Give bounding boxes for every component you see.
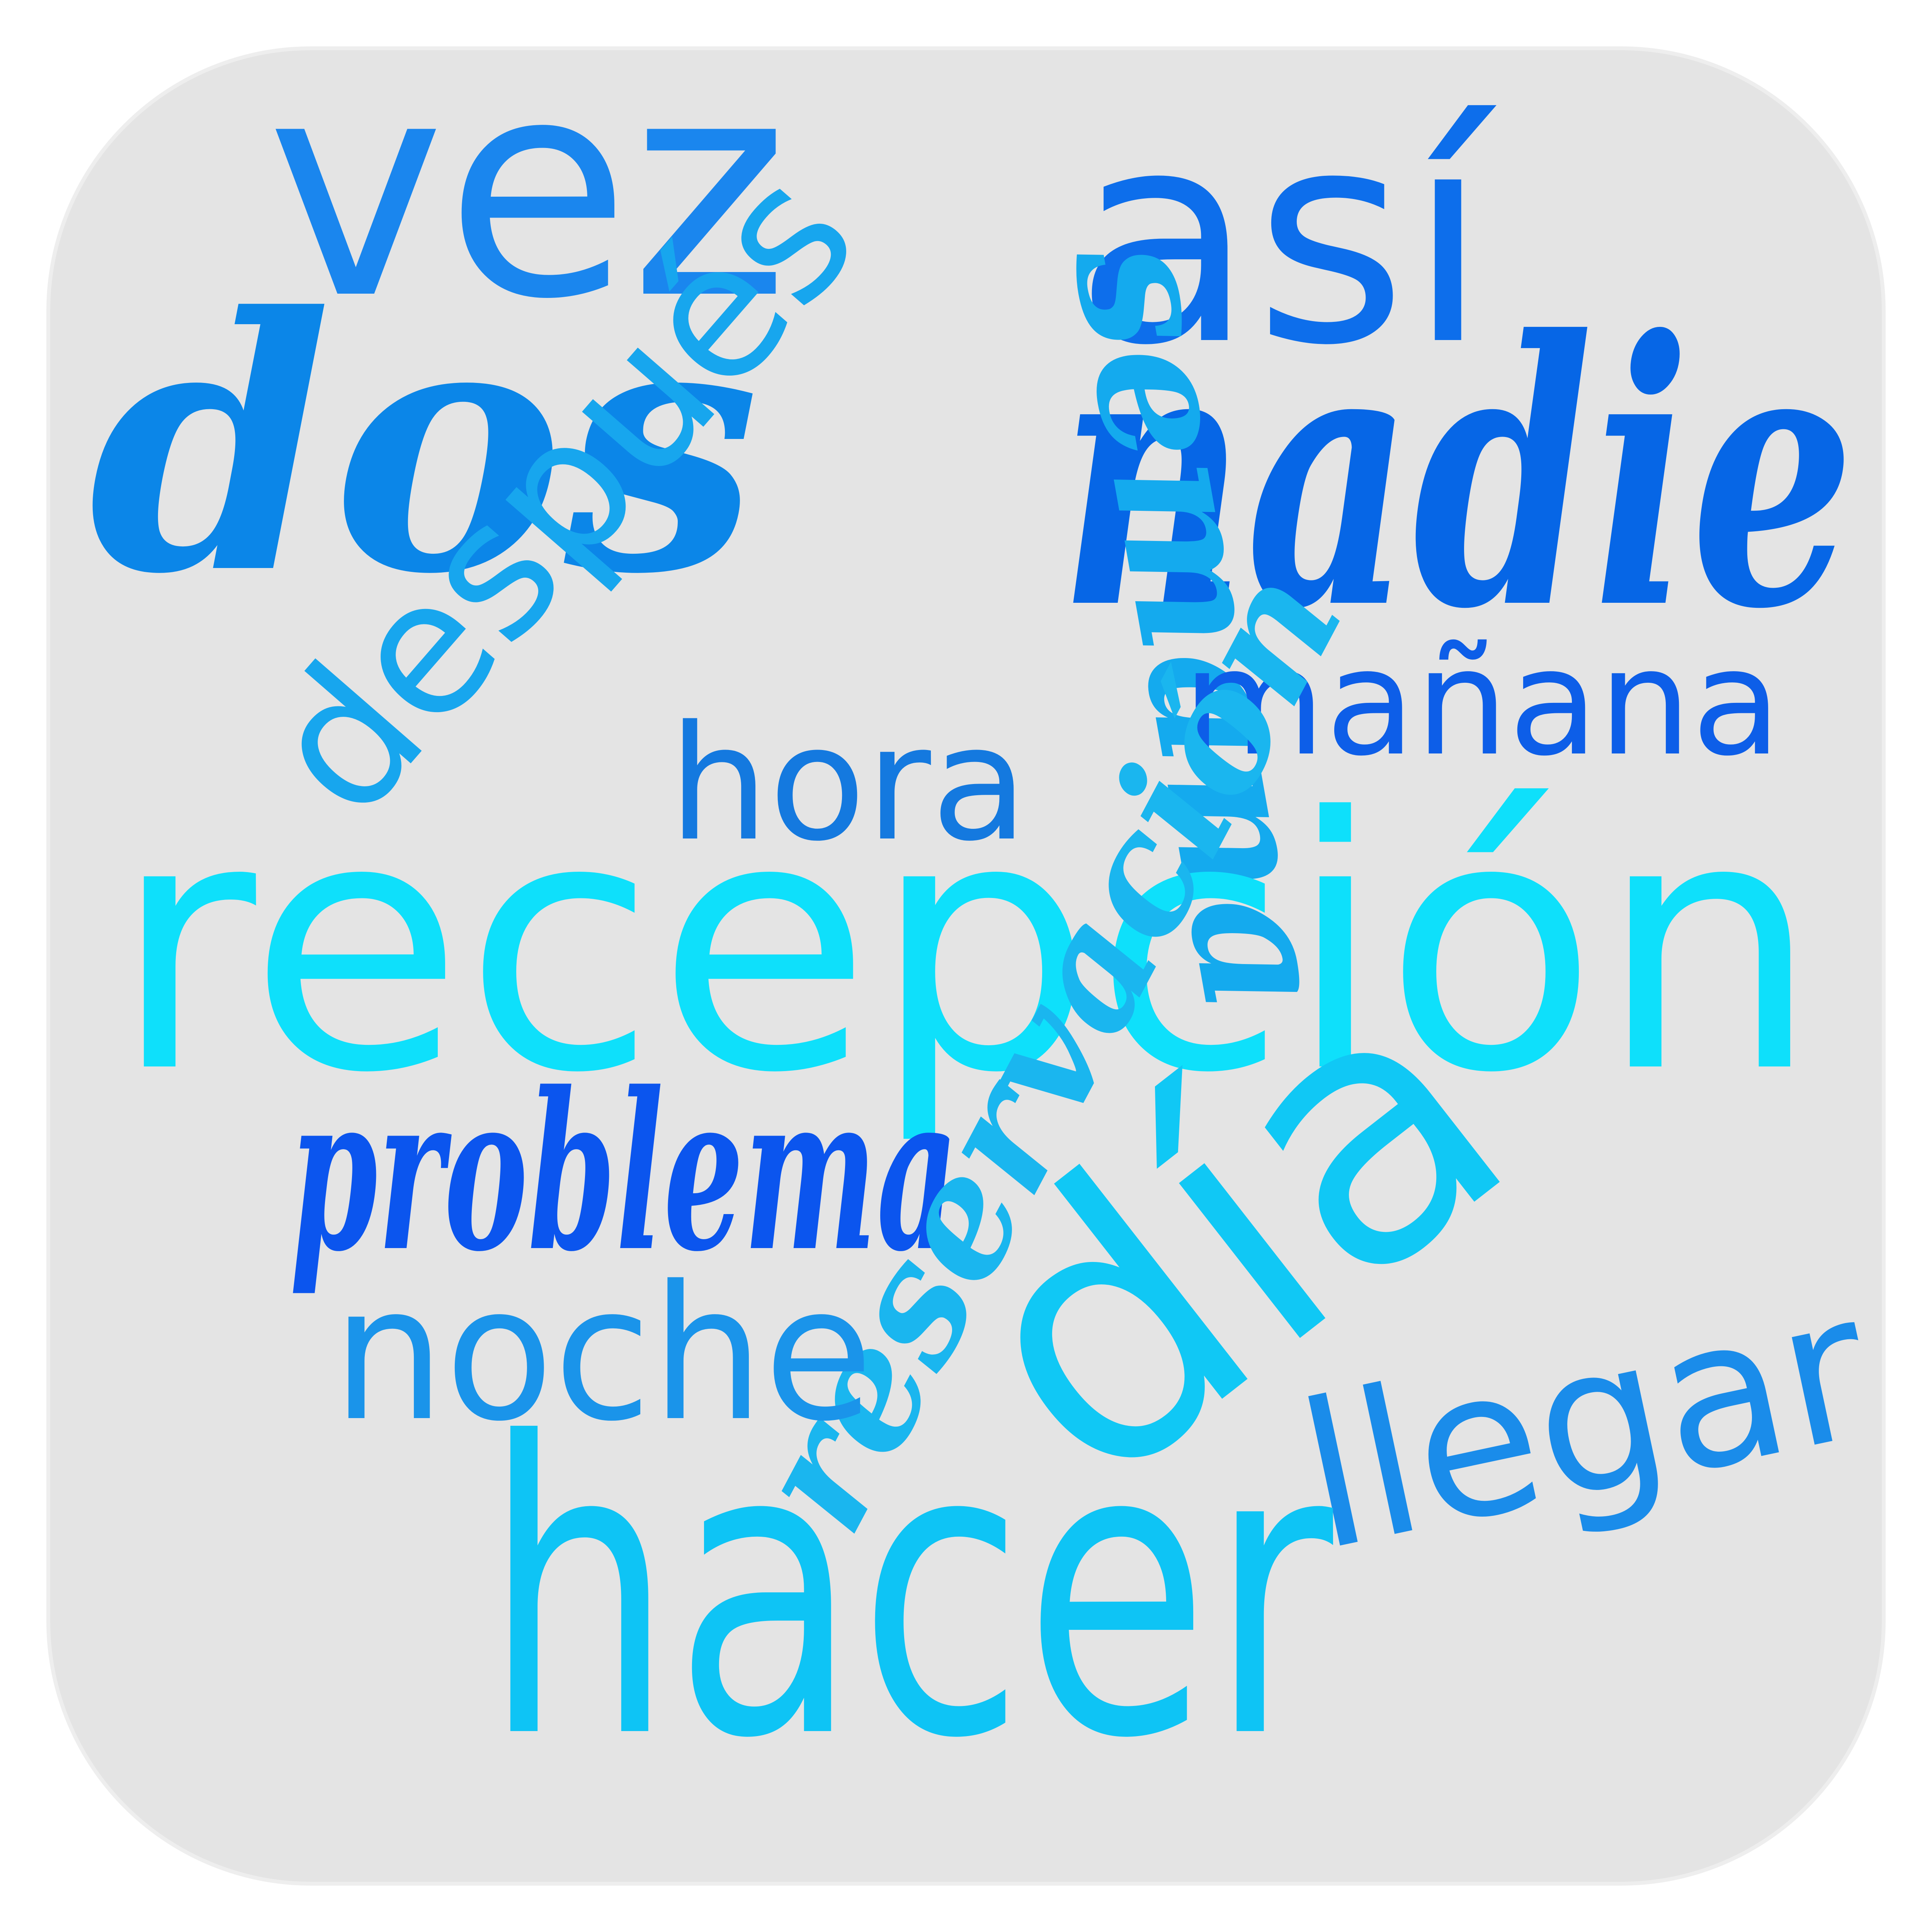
word-manana: mañana <box>1182 617 1781 788</box>
rounded-panel <box>46 46 1886 1886</box>
word-nadie: nadie <box>1059 262 1855 689</box>
word-vez: vez <box>267 14 789 365</box>
word-recepcion: recepción <box>112 744 1820 1149</box>
word-noche: noche <box>332 1246 873 1462</box>
word-asi: así <box>1074 68 1499 410</box>
word-problema: problema <box>290 1045 958 1299</box>
word-hora: hora <box>668 691 1028 876</box>
word-dos: dos <box>89 242 760 650</box>
word-hacer: hacer <box>483 1359 1336 1826</box>
